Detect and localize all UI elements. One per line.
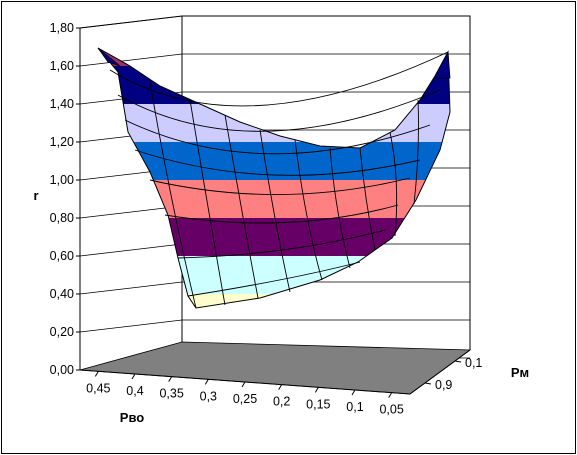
surface-mesh-line	[164, 204, 399, 224]
right-tip	[433, 50, 451, 79]
x-tick-label: 0,4	[126, 384, 143, 398]
surface-mesh-line	[329, 147, 351, 269]
left-tip	[97, 47, 121, 67]
x-tick-label: 0,3	[200, 389, 217, 403]
surface-mesh-line	[189, 99, 226, 306]
z-tick-label: 0,80	[50, 211, 74, 225]
surface-mesh-line	[177, 229, 386, 259]
surface-band	[98, 66, 450, 104]
x-tick-mark	[241, 381, 246, 388]
x-tick-mark	[204, 379, 209, 385]
z-tick-label: 1,80	[50, 21, 74, 35]
surface-mesh-line	[187, 261, 361, 297]
x-tick-mark	[314, 387, 319, 393]
x-tick-label: 0,15	[306, 397, 330, 411]
x-tick-mark	[388, 392, 393, 398]
surface-band	[98, 104, 450, 142]
z-tick-label: 0,40	[50, 287, 74, 301]
surface-mesh-line	[359, 147, 376, 251]
z-gridline	[79, 319, 470, 333]
y-tick-label: 0,9	[435, 378, 452, 392]
surface-mesh-line	[109, 51, 449, 107]
x-tick-label: 0,1	[346, 400, 363, 414]
y-tick-mark	[424, 382, 432, 385]
y-axis-line	[409, 349, 471, 395]
surface-mesh-line	[413, 99, 419, 205]
surface-mesh-line	[117, 89, 441, 132]
y-tick-label: 0,1	[465, 356, 482, 370]
surface-mesh-line	[124, 119, 431, 155]
surface-mesh-line	[259, 129, 291, 293]
surface-mesh-line	[294, 139, 323, 281]
surface-mesh-line	[389, 131, 398, 237]
z-gridline	[79, 281, 470, 295]
z-gridline	[79, 53, 470, 67]
x-tick-mark	[351, 389, 356, 396]
x-tick-mark	[168, 376, 173, 382]
z-tick-label: 1,00	[50, 173, 74, 187]
surface-band	[98, 48, 450, 66]
surface-band	[98, 218, 450, 256]
surface-outline	[97, 47, 451, 309]
z-tick-label: 0,00	[50, 363, 74, 377]
surface-mesh-line	[224, 114, 259, 299]
z-tick-label: 0,20	[50, 325, 74, 339]
z-gridline	[79, 15, 470, 29]
z-tick-label: 1,20	[50, 135, 74, 149]
z-gridline	[79, 91, 470, 105]
surface-band	[98, 142, 450, 180]
x-axis-title: Pво	[120, 410, 144, 425]
x-tick-label: 0,2	[273, 395, 290, 409]
surface-band	[98, 256, 450, 294]
x-tick-label: 0,05	[379, 403, 403, 417]
x-tick-mark	[94, 371, 99, 377]
surface-band	[98, 294, 450, 308]
z-tick-label: 0,60	[50, 249, 74, 263]
x-tick-label: 0,45	[86, 381, 110, 395]
surface-mesh-line	[149, 177, 411, 195]
x-tick-mark	[131, 373, 136, 380]
surface-mesh	[97, 47, 451, 309]
z-tick-label: 1,60	[50, 59, 74, 73]
z-axis-title: r	[33, 188, 38, 203]
x-tick-mark	[278, 384, 283, 390]
x-axis-ticks: 0,45 0,4 0,35 0,3 0,25 0,2 0,15 0,1 0,05	[86, 371, 404, 417]
y-tick-mark	[454, 360, 462, 363]
y-axis-title: Pм	[511, 365, 529, 380]
surface-mesh-line	[149, 81, 197, 309]
z-tick-label: 1,40	[50, 97, 74, 111]
surface-mesh-line	[134, 149, 421, 176]
surface-tips	[97, 47, 451, 79]
z-axis-ticks: 0,00 0,20 0,40 0,60 0,80 1,00 1,20 1,40 1,60 1,80	[50, 21, 80, 377]
y-axis-ticks: 0,9 0,1	[424, 356, 482, 392]
x-tick-label: 0,35	[159, 387, 183, 401]
x-tick-label: 0,25	[233, 392, 257, 406]
